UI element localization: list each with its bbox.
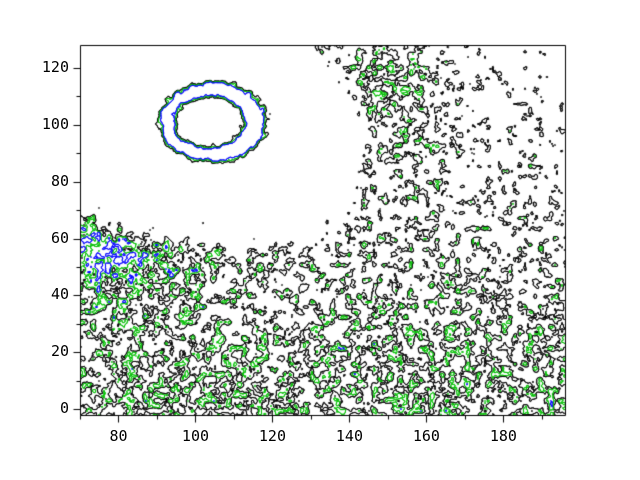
x-tick-label: 160 — [412, 427, 440, 445]
y-tick-label: 60 — [50, 228, 69, 247]
y-tick-label: 40 — [50, 285, 69, 304]
y-tick-label: 120 — [41, 57, 69, 76]
y-tick-label: 100 — [41, 114, 69, 133]
x-tick-label: 140 — [335, 427, 363, 445]
x-tick-label: 120 — [258, 427, 286, 445]
x-tick-label: 80 — [109, 427, 128, 445]
x-tick-label: 180 — [489, 427, 517, 445]
x-tick-label: 100 — [181, 427, 210, 445]
y-tick-label: 0 — [59, 399, 69, 418]
y-tick-label: 20 — [50, 342, 69, 361]
y-tick-label: 80 — [50, 171, 69, 190]
